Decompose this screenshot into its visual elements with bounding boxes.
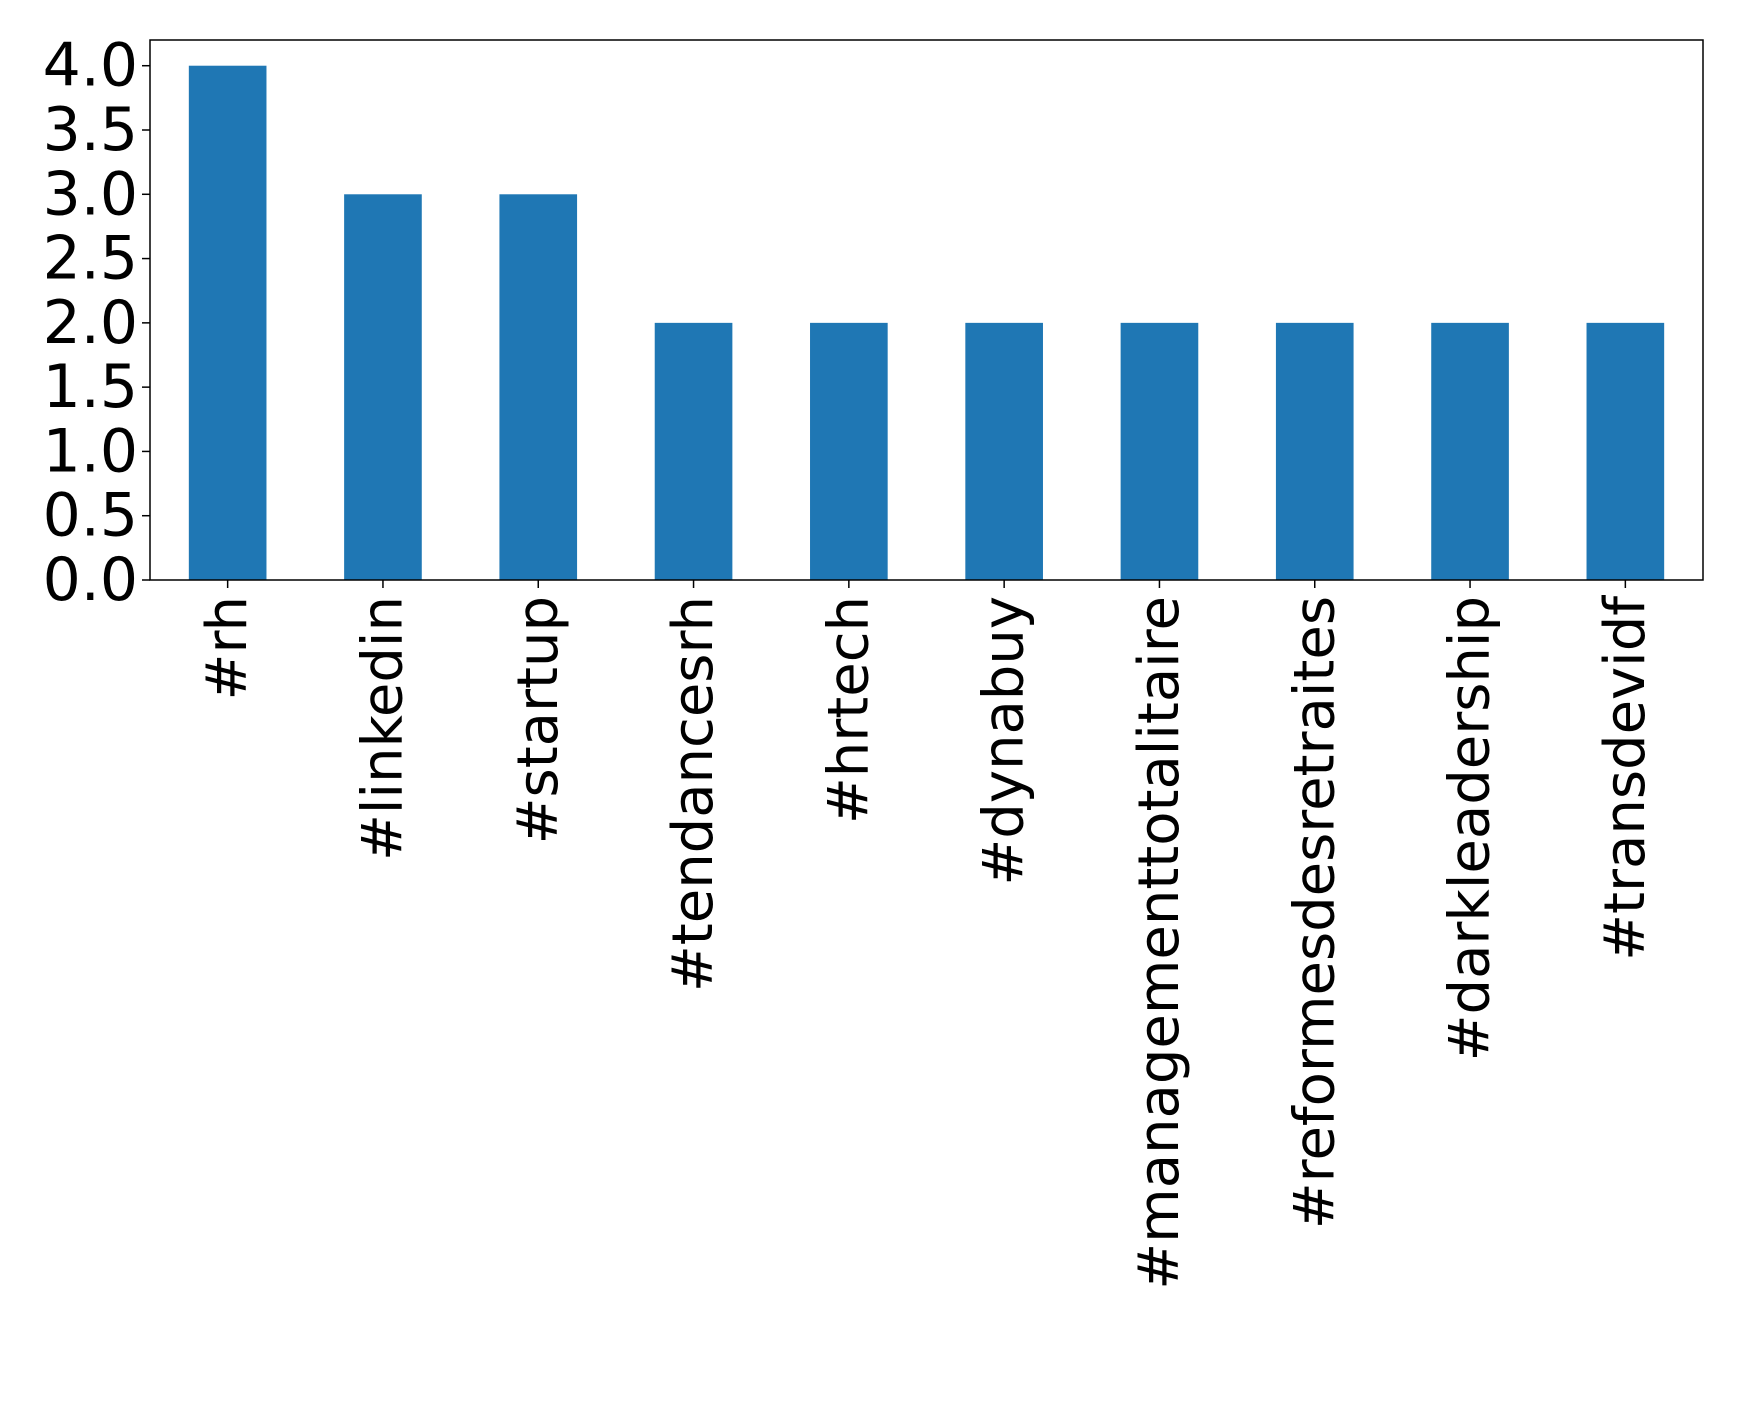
x-tick-label: #managementtotalitaire bbox=[1127, 596, 1192, 1290]
bar-hrtech bbox=[810, 322, 888, 580]
x-tick-label: #rh bbox=[195, 596, 260, 700]
x-tick-label: #startup bbox=[506, 596, 571, 844]
bar-startup bbox=[499, 194, 578, 581]
y-tick-label: 3.5 bbox=[43, 95, 138, 165]
bar-transdevidf bbox=[1586, 322, 1665, 580]
y-tick-label: 1.0 bbox=[43, 416, 138, 486]
x-tick-label: #reformesdesretraites bbox=[1282, 596, 1347, 1229]
bar-linkedin bbox=[344, 194, 422, 581]
bar-managementtotalitaire bbox=[1120, 322, 1199, 580]
x-tick-label: #linkedin bbox=[350, 596, 415, 861]
bars-layer bbox=[188, 65, 1665, 581]
plot-area-frame bbox=[149, 39, 1704, 581]
y-tick-label: 3.0 bbox=[43, 159, 138, 229]
y-tick-label: 0.5 bbox=[43, 481, 138, 551]
bar-tendancesrh bbox=[654, 322, 733, 580]
y-tick-label: 2.0 bbox=[43, 288, 138, 358]
y-tick-label: 1.5 bbox=[43, 352, 138, 422]
bar-dynabuy bbox=[965, 322, 1043, 580]
x-tick-label: #dynabuy bbox=[972, 596, 1037, 886]
bar-darkleadership bbox=[1431, 322, 1509, 580]
x-tick-label: #tendancesrh bbox=[661, 596, 726, 992]
y-tick-label: 0.0 bbox=[43, 545, 138, 615]
x-axis: #rh #linkedin #startup #tendancesrh #hrtech #… bbox=[195, 580, 1658, 1290]
y-axis: 0.00.51.01.52.02.53.03.54.0 bbox=[43, 31, 150, 615]
bar-reformesdesretraites bbox=[1275, 322, 1354, 580]
y-tick-label: 4.0 bbox=[43, 31, 138, 101]
bar-rh bbox=[188, 65, 267, 580]
x-tick-label: #hrtech bbox=[816, 596, 881, 824]
x-tick-label: #darkleadership bbox=[1438, 596, 1503, 1061]
x-tick-label: #transdevidf bbox=[1593, 595, 1658, 961]
y-tick-label: 2.5 bbox=[43, 224, 138, 294]
